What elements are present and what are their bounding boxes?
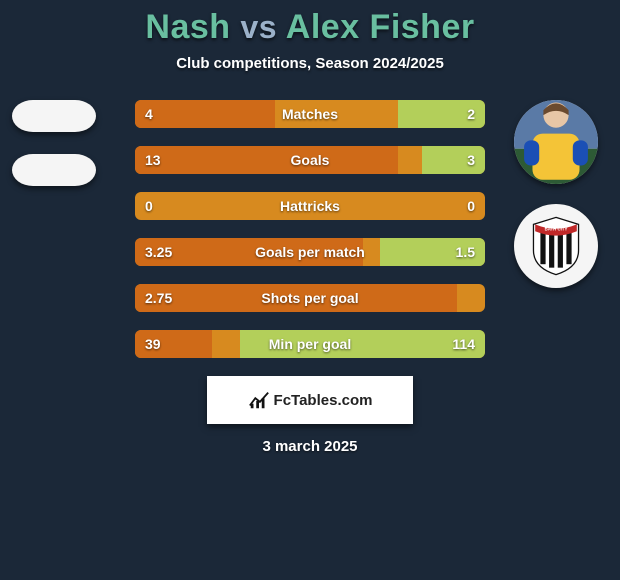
vs-text: vs [241, 9, 278, 45]
club-crest-icon: BATH CITY [530, 215, 582, 277]
stat-value-right: 0 [467, 192, 475, 220]
player1-name: Nash [145, 8, 230, 46]
page-title: Nash vs Alex Fisher [0, 0, 620, 47]
watermark-chart-icon [248, 389, 270, 411]
stat-label: Min per goal [135, 330, 485, 358]
left-club-avatar [12, 154, 96, 186]
left-avatar-column [12, 100, 100, 206]
stat-value-right: 114 [452, 330, 475, 358]
stat-row: 3.25Goals per match1.5 [135, 238, 485, 266]
comparison-chart: BATH CITY 4Matches2 13Goals3 0Hattricks0 3.… [0, 100, 620, 358]
watermark: FcTables.com [207, 376, 413, 424]
stat-bars: 4Matches2 13Goals3 0Hattricks0 3.25Goals pe… [135, 100, 485, 358]
right-avatar-column: BATH CITY [514, 100, 602, 308]
stat-label: Goals [135, 146, 485, 174]
date-text: 3 march 2025 [0, 438, 620, 455]
stat-label: Shots per goal [135, 284, 485, 312]
watermark-text: FcTables.com [274, 392, 373, 409]
stat-row: 2.75Shots per goal [135, 284, 485, 312]
stat-label: Goals per match [135, 238, 485, 266]
stat-value-right: 3 [467, 146, 475, 174]
stat-row: 0Hattricks0 [135, 192, 485, 220]
stat-row: 39Min per goal114 [135, 330, 485, 358]
stat-value-right: 1.5 [456, 238, 475, 266]
right-club-avatar: BATH CITY [514, 204, 598, 288]
player2-name: Alex Fisher [286, 8, 475, 46]
stat-row: 13Goals3 [135, 146, 485, 174]
stat-label: Matches [135, 100, 485, 128]
stat-value-right: 2 [467, 100, 475, 128]
player-photo-icon [514, 100, 598, 184]
stat-label: Hattricks [135, 192, 485, 220]
left-player-avatar [12, 100, 96, 132]
subtitle: Club competitions, Season 2024/2025 [0, 55, 620, 72]
svg-text:BATH CITY: BATH CITY [545, 226, 568, 231]
right-player-avatar [514, 100, 598, 184]
stat-row: 4Matches2 [135, 100, 485, 128]
